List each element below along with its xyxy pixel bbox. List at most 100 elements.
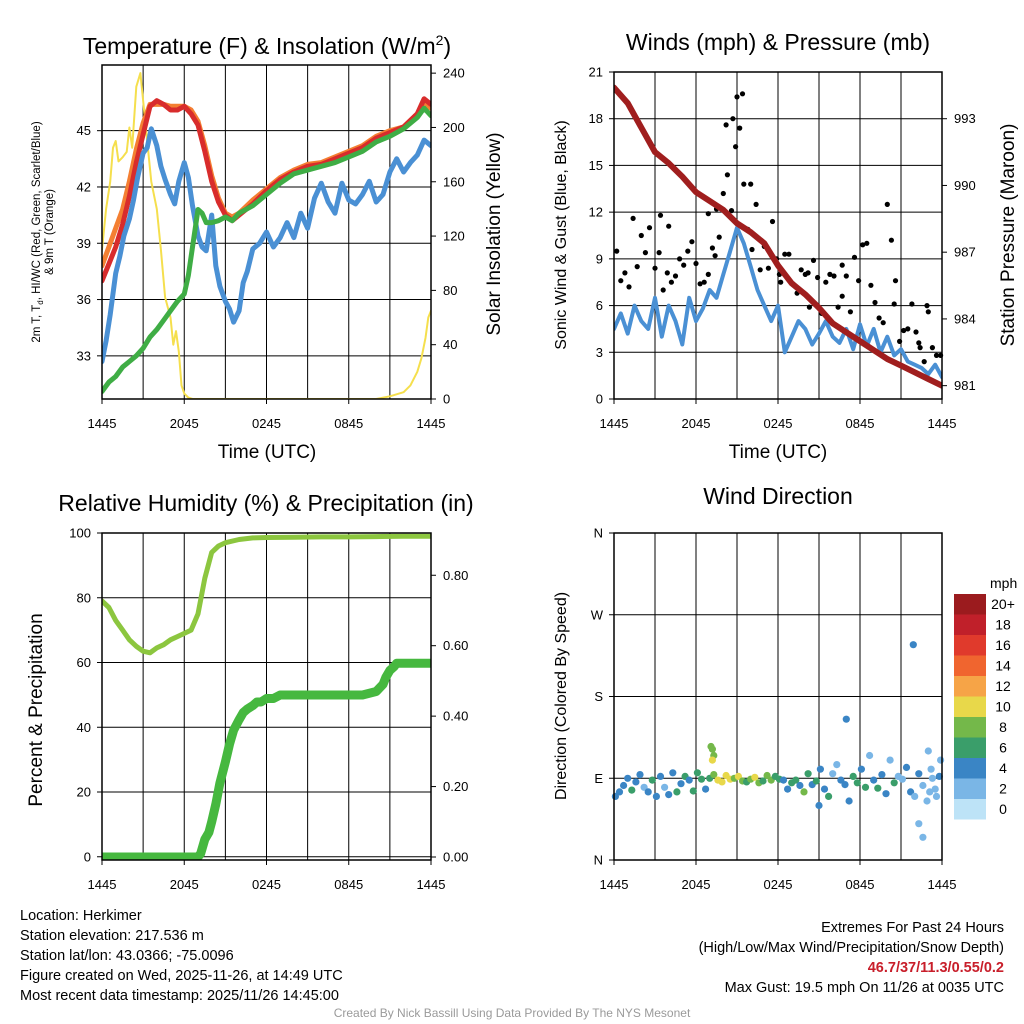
gust-point bbox=[933, 352, 940, 358]
y-tick-label: E bbox=[594, 771, 603, 786]
gust-point bbox=[798, 267, 804, 273]
direction-point bbox=[853, 779, 861, 787]
direction-point bbox=[815, 801, 823, 810]
gust-point bbox=[778, 279, 784, 285]
y-tick-label: 80 bbox=[77, 590, 91, 605]
gust-point bbox=[805, 270, 811, 276]
x-tick-label: 1445 bbox=[928, 877, 957, 892]
gust-point bbox=[815, 274, 821, 281]
y-tick-label: 21 bbox=[589, 65, 603, 80]
station-elevation: Station elevation: 217.536 m bbox=[20, 928, 204, 944]
y-axis-label: Direction (Colored By Speed) bbox=[553, 592, 570, 800]
direction-point bbox=[792, 776, 800, 784]
direction-point bbox=[882, 790, 890, 798]
y-tick-label: 9 bbox=[596, 251, 603, 266]
direction-point bbox=[926, 788, 934, 796]
gust-point bbox=[868, 282, 874, 288]
direction-point bbox=[845, 797, 853, 805]
gust-point bbox=[642, 250, 649, 256]
gust-point bbox=[905, 326, 911, 332]
legend-label: 14 bbox=[995, 658, 1011, 674]
direction-point bbox=[702, 785, 710, 793]
y-axis-label: 2m T, Td, HI/WC (Red, Green, Scarlet/Blu… bbox=[31, 121, 45, 342]
direction-point bbox=[718, 778, 726, 786]
legend-label: 0 bbox=[999, 801, 1007, 817]
direction-point bbox=[841, 781, 849, 789]
y2-tick-label: 0.80 bbox=[443, 568, 468, 583]
direction-point bbox=[707, 742, 715, 751]
gust-point bbox=[741, 181, 747, 187]
direction-point bbox=[685, 776, 693, 784]
gust-point bbox=[716, 234, 722, 240]
relative-humidity-line bbox=[102, 533, 431, 656]
chart-title: Temperature (F) & Insolation (W/m2) bbox=[83, 32, 451, 59]
direction-point bbox=[878, 771, 886, 779]
plot-border bbox=[613, 71, 943, 400]
y2-tick-label: 987 bbox=[954, 245, 976, 260]
x-tick-label: 0245 bbox=[764, 416, 793, 431]
direction-point bbox=[820, 785, 829, 793]
station-location: Location: Herkimer bbox=[20, 908, 142, 924]
gust-point bbox=[876, 315, 882, 321]
direction-point bbox=[919, 833, 927, 841]
gust-point bbox=[806, 304, 813, 310]
gust-point bbox=[916, 340, 922, 346]
title-superscript: 2 bbox=[436, 32, 444, 48]
gust-point bbox=[782, 251, 788, 257]
extremes-subtitle: (High/Low/Max Wind/Precipitation/Snow De… bbox=[698, 940, 1004, 956]
x-tick-label: 1445 bbox=[417, 877, 446, 892]
direction-point bbox=[697, 775, 706, 783]
gust-point bbox=[786, 251, 792, 257]
direction-point bbox=[833, 761, 841, 769]
direction-point bbox=[673, 788, 681, 796]
gust-point bbox=[917, 345, 923, 351]
gust-point bbox=[656, 250, 662, 256]
direction-point bbox=[620, 781, 628, 790]
series-group bbox=[614, 84, 944, 389]
y2-tick-label: 240 bbox=[443, 66, 465, 81]
direction-point bbox=[689, 787, 697, 795]
y2-tick-label: 984 bbox=[954, 311, 976, 326]
gust-point bbox=[847, 309, 854, 315]
dewpoint-line bbox=[102, 105, 431, 394]
max-gust: Max Gust: 19.5 mph On 11/26 at 0035 UTC bbox=[724, 980, 1004, 996]
legend-swatch bbox=[954, 676, 986, 697]
gust-point bbox=[657, 212, 664, 218]
legend-swatch bbox=[954, 778, 986, 799]
legend-label: 16 bbox=[995, 637, 1011, 653]
x-axis-label: Time (UTC) bbox=[218, 442, 317, 463]
direction-point bbox=[751, 773, 759, 781]
gust-point bbox=[626, 284, 632, 290]
title-end: ) bbox=[443, 33, 451, 59]
x-tick-label: 2045 bbox=[170, 877, 199, 892]
chart-title: Winds (mph) & Pressure (mb) bbox=[626, 29, 930, 55]
x-tick-label: 1445 bbox=[928, 416, 957, 431]
x-tick-label: 0245 bbox=[252, 877, 281, 892]
direction-point bbox=[710, 771, 718, 779]
direction-point bbox=[935, 772, 943, 781]
x-tick-label: 0845 bbox=[334, 416, 363, 431]
direction-point bbox=[866, 751, 874, 760]
y2-tick-label: 990 bbox=[954, 178, 976, 193]
y2-tick-label: 0 bbox=[443, 392, 450, 407]
gust-point bbox=[851, 254, 858, 260]
gust-point bbox=[880, 320, 886, 326]
direction-point bbox=[644, 788, 652, 796]
direction-point bbox=[628, 786, 636, 794]
gust-point bbox=[630, 215, 636, 221]
legend-swatch bbox=[954, 737, 986, 758]
gust-point bbox=[888, 237, 895, 243]
y2-tick-label: 0.40 bbox=[443, 709, 468, 724]
gust-point bbox=[929, 345, 936, 351]
direction-point bbox=[825, 792, 833, 801]
legend-label: 2 bbox=[999, 781, 1007, 797]
plot-border bbox=[101, 64, 432, 400]
legend-swatch bbox=[954, 758, 986, 779]
y-tick-label: 0 bbox=[596, 392, 603, 407]
gust-point bbox=[823, 279, 829, 285]
x-tick-label: 1445 bbox=[600, 416, 629, 431]
y2-tick-label: 160 bbox=[443, 174, 465, 189]
title-main: Temperature (F) & Insolation (W/m bbox=[83, 33, 436, 59]
direction-point bbox=[640, 783, 648, 791]
gust-point bbox=[733, 144, 739, 150]
